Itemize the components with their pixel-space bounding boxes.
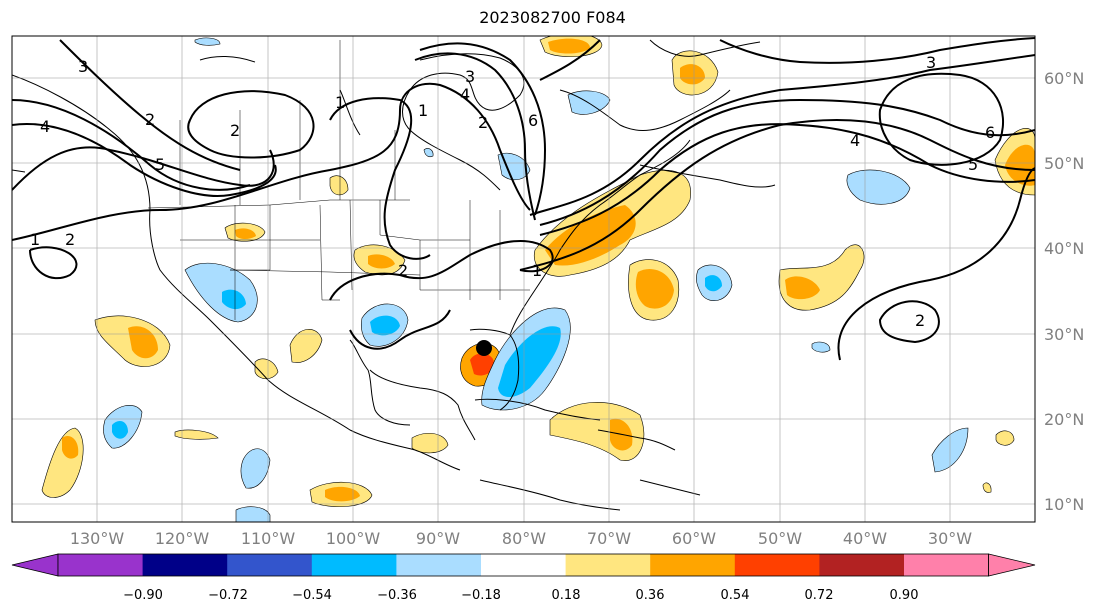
colorbar-segment (650, 554, 736, 576)
contour-label: 5 (155, 155, 165, 174)
contour-label: 4 (460, 85, 470, 104)
colorbar-tick: −0.18 (461, 588, 501, 603)
colorbar-tick: 0.72 (805, 588, 834, 603)
longitude-labels: 130°W 120°W 110°W 100°W 90°W 80°W 70°W 6… (70, 529, 972, 548)
colorbar-segment (396, 554, 482, 576)
lon-label: 130°W (70, 529, 125, 548)
colorbar-segment (565, 554, 651, 576)
contour-label: 6 (985, 123, 995, 142)
gridlines (12, 36, 1035, 522)
contour-labels: 3 2 4 5 1 2 2 1 3 4 3 5 6 2 1 2 1 2 4 6 (30, 53, 995, 330)
lat-label: 30°N (1044, 325, 1084, 344)
colorbar-segment (311, 554, 397, 576)
contour-label: 1 (532, 261, 542, 280)
lon-label: 60°W (672, 529, 716, 548)
contour-label: 2 (398, 261, 408, 280)
colorbar-extend-high (988, 553, 1036, 577)
colorbar-tick: 0.36 (636, 588, 665, 603)
lat-label: 60°N (1044, 69, 1084, 88)
lon-label: 110°W (241, 529, 296, 548)
contour-label: 2 (230, 121, 240, 140)
colorbar-ticks: −0.90 −0.72 −0.54 −0.36 −0.18 0.18 0.36 … (123, 588, 918, 603)
colorbar-tick: 0.54 (721, 588, 750, 603)
colorbar-segment (142, 554, 228, 576)
contour-label: 2 (65, 230, 75, 249)
contour-label: 3 (926, 53, 936, 72)
colorbar-tick: −0.72 (208, 588, 248, 603)
contour-label: 4 (850, 131, 860, 150)
lat-label: 20°N (1044, 410, 1084, 429)
colorbar-segment (819, 554, 905, 576)
colorbar-tick: 0.18 (552, 588, 581, 603)
map-background (12, 36, 1035, 522)
lat-label: 50°N (1044, 154, 1084, 173)
colorbar-segment (58, 554, 144, 576)
contour-label: 2 (145, 110, 155, 129)
lon-label: 30°W (928, 529, 972, 548)
colorbar-segment (904, 554, 990, 576)
colorbar-tick: −0.90 (123, 588, 163, 603)
colorbar-tick: −0.36 (377, 588, 417, 603)
contour-label: 6 (528, 111, 538, 130)
contour-label: 1 (30, 230, 40, 249)
contour-label: 1 (418, 101, 428, 120)
anomaly-shading (41, 36, 1035, 522)
colorbar-segment (481, 554, 567, 576)
lon-label: 70°W (587, 529, 631, 548)
lat-label: 40°N (1044, 239, 1084, 258)
contour-label: 2 (915, 311, 925, 330)
contour-label: 3 (465, 67, 475, 86)
colorbar-segment (227, 554, 313, 576)
contour-lines (12, 37, 1035, 361)
contour-label: 4 (40, 117, 50, 136)
lon-label: 80°W (502, 529, 546, 548)
colorbar (11, 553, 1036, 577)
contour-label: 1 (335, 93, 345, 112)
contour-label: 2 (478, 113, 488, 132)
colorbar-segment (734, 554, 820, 576)
lon-label: 90°W (416, 529, 460, 548)
storm-center-marker (476, 340, 492, 356)
contour-label: 5 (968, 155, 978, 174)
latitude-labels: 60°N 50°N 40°N 30°N 20°N 10°N (1044, 69, 1084, 514)
lon-label: 100°W (326, 529, 381, 548)
map-frame (11, 35, 1036, 523)
lon-label: 120°W (155, 529, 210, 548)
colorbar-tick: −0.54 (292, 588, 332, 603)
lon-label: 50°W (758, 529, 802, 548)
lon-label: 40°W (843, 529, 887, 548)
contour-label: 3 (78, 57, 88, 76)
colorbar-outline (57, 553, 989, 577)
coastlines (12, 39, 776, 511)
colorbar-tick: 0.90 (890, 588, 919, 603)
lat-label: 10°N (1044, 495, 1084, 514)
map-title: 2023082700 F084 (479, 8, 626, 27)
colorbar-extend-low (11, 553, 59, 577)
